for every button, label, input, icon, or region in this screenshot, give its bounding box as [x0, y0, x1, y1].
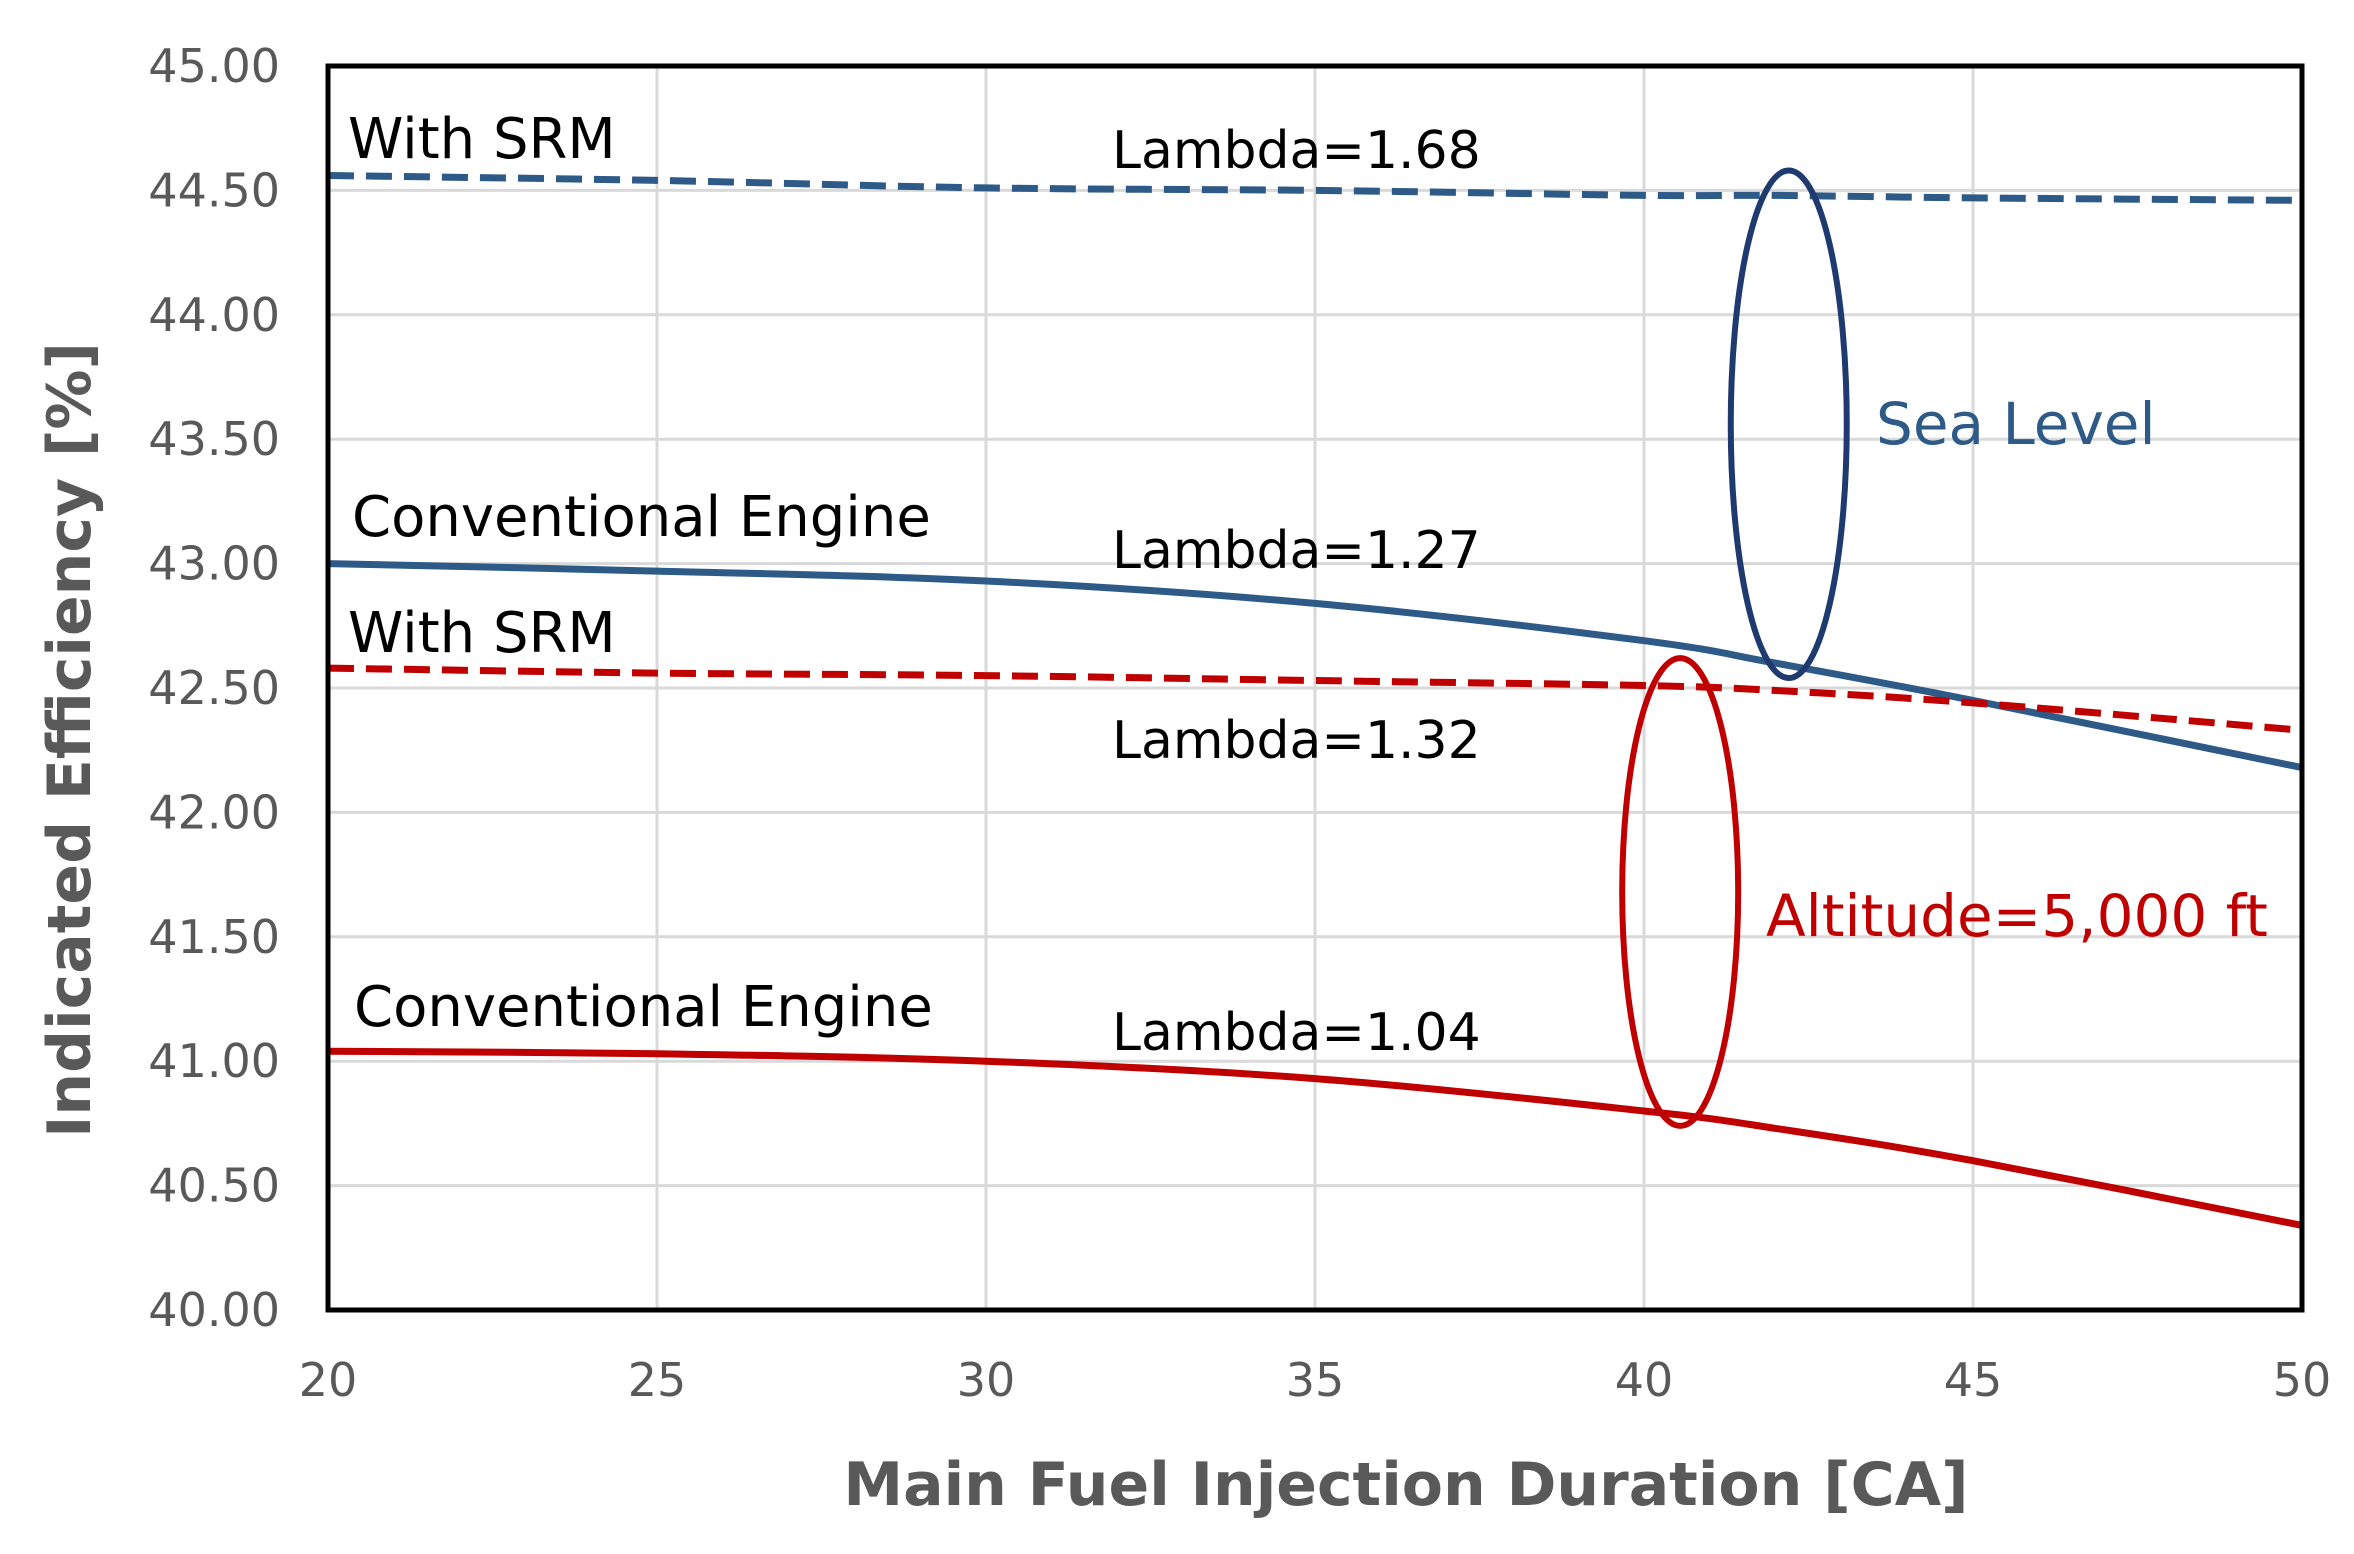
- grid: [326, 64, 2304, 1312]
- x-tick-label: 35: [1286, 1353, 1345, 1407]
- x-tick-label: 40: [1615, 1353, 1674, 1407]
- altitude-conventional-line: [327, 1047, 2303, 1229]
- y-tick-label: 43.00: [148, 537, 280, 591]
- group-ellipses: [1619, 167, 1850, 1129]
- x-tick-label: 20: [299, 1353, 358, 1407]
- y-tick-label: 40.00: [148, 1283, 280, 1337]
- y-tick-label: 42.50: [148, 661, 280, 715]
- y-tick-label: 41.00: [148, 1034, 280, 1088]
- y-tick-label: 44.50: [148, 163, 280, 217]
- x-tick-label: 25: [628, 1353, 687, 1407]
- y-tick-label: 44.00: [148, 288, 280, 342]
- sea-level-conventional-lambda-label: Lambda=1.27: [1112, 521, 1481, 581]
- sea-level-srm-lambda-label: Lambda=1.68: [1112, 121, 1481, 181]
- y-axis-title: Indicated Efficiency [%]: [35, 342, 105, 1138]
- y-tick-label: 42.00: [148, 785, 280, 839]
- altitude-srm-line: [327, 664, 2303, 734]
- series-annotations: With SRM Lambda=1.68 Conventional Engine La…: [348, 107, 1481, 1063]
- sea-level-ellipse: [1727, 167, 1850, 682]
- y-tick-label: 41.50: [148, 910, 280, 964]
- x-tick-label: 30: [957, 1353, 1016, 1407]
- y-tick-labels: 40.00 40.50 41.00 41.50 42.00 42.50 43.00 43.50…: [148, 39, 280, 1337]
- x-tick-label: 45: [1944, 1353, 2003, 1407]
- x-tick-labels: 20 25 30 35 40 45 50: [299, 1353, 2332, 1407]
- altitude-srm-lambda-label: Lambda=1.32: [1112, 711, 1481, 771]
- group-labels: Sea Level Altitude=5,000 ft: [1766, 390, 2268, 950]
- y-tick-label: 40.50: [148, 1159, 280, 1213]
- x-tick-label: 50: [2273, 1353, 2332, 1407]
- sea-level-group-label: Sea Level: [1876, 390, 2156, 458]
- altitude-group-label: Altitude=5,000 ft: [1766, 882, 2268, 950]
- altitude-conventional-lambda-label: Lambda=1.04: [1112, 1003, 1481, 1063]
- altitude-srm-name-label: With SRM: [348, 601, 616, 666]
- sea-level-srm-name-label: With SRM: [348, 107, 616, 172]
- y-tick-label: 43.50: [148, 412, 280, 466]
- sea-level-conventional-name-label: Conventional Engine: [352, 485, 931, 550]
- sea-level-srm-line: [327, 172, 2303, 204]
- plot-frame: [325, 63, 2305, 1313]
- y-tick-label: 45.00: [148, 39, 280, 93]
- x-axis-title: Main Fuel Injection Duration [CA]: [843, 1450, 1968, 1520]
- sea-level-conventional-line: [327, 560, 2303, 772]
- altitude-conventional-name-label: Conventional Engine: [354, 975, 933, 1040]
- series-lines: [327, 172, 2303, 1229]
- altitude-ellipse: [1619, 655, 1742, 1129]
